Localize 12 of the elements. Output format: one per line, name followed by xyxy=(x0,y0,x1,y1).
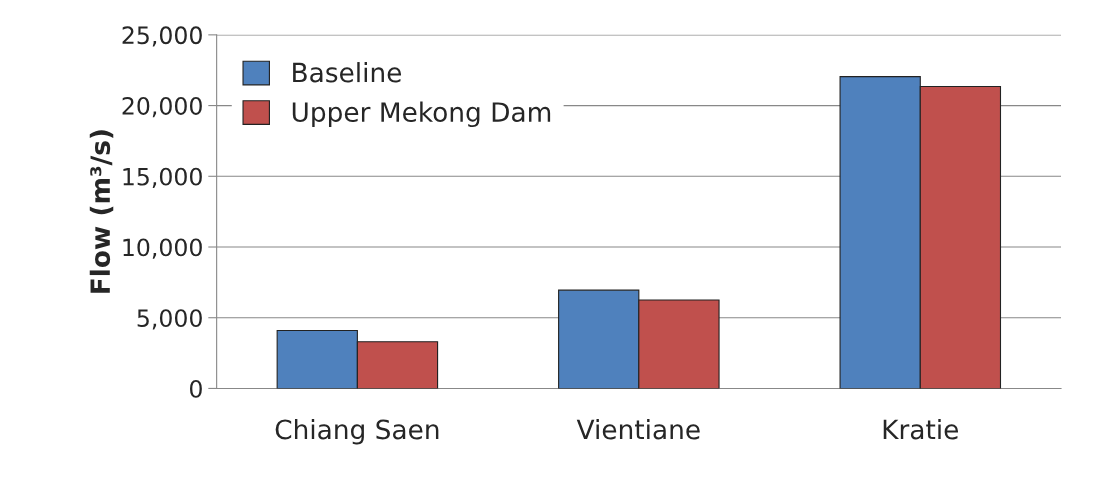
legend-label: Upper Mekong Dam xyxy=(292,101,551,128)
x-tick-label: Vientiane xyxy=(576,419,700,440)
y-tick-label: 15,000 xyxy=(123,167,202,189)
y-tick-label: 25,000 xyxy=(122,26,202,47)
x-tick-label: Kratie xyxy=(883,419,958,440)
y-axis-title: Flow (m³/s) xyxy=(89,130,114,293)
y-tick-label: 20,000 xyxy=(122,97,202,118)
x-tick-label: Chiang Saen xyxy=(275,419,439,445)
legend-label: Baseline xyxy=(293,62,402,83)
y-tick-label: 5,000 xyxy=(137,309,202,330)
y-tick-label: 0 xyxy=(189,379,202,398)
y-tick-label: 10,000 xyxy=(123,238,202,259)
